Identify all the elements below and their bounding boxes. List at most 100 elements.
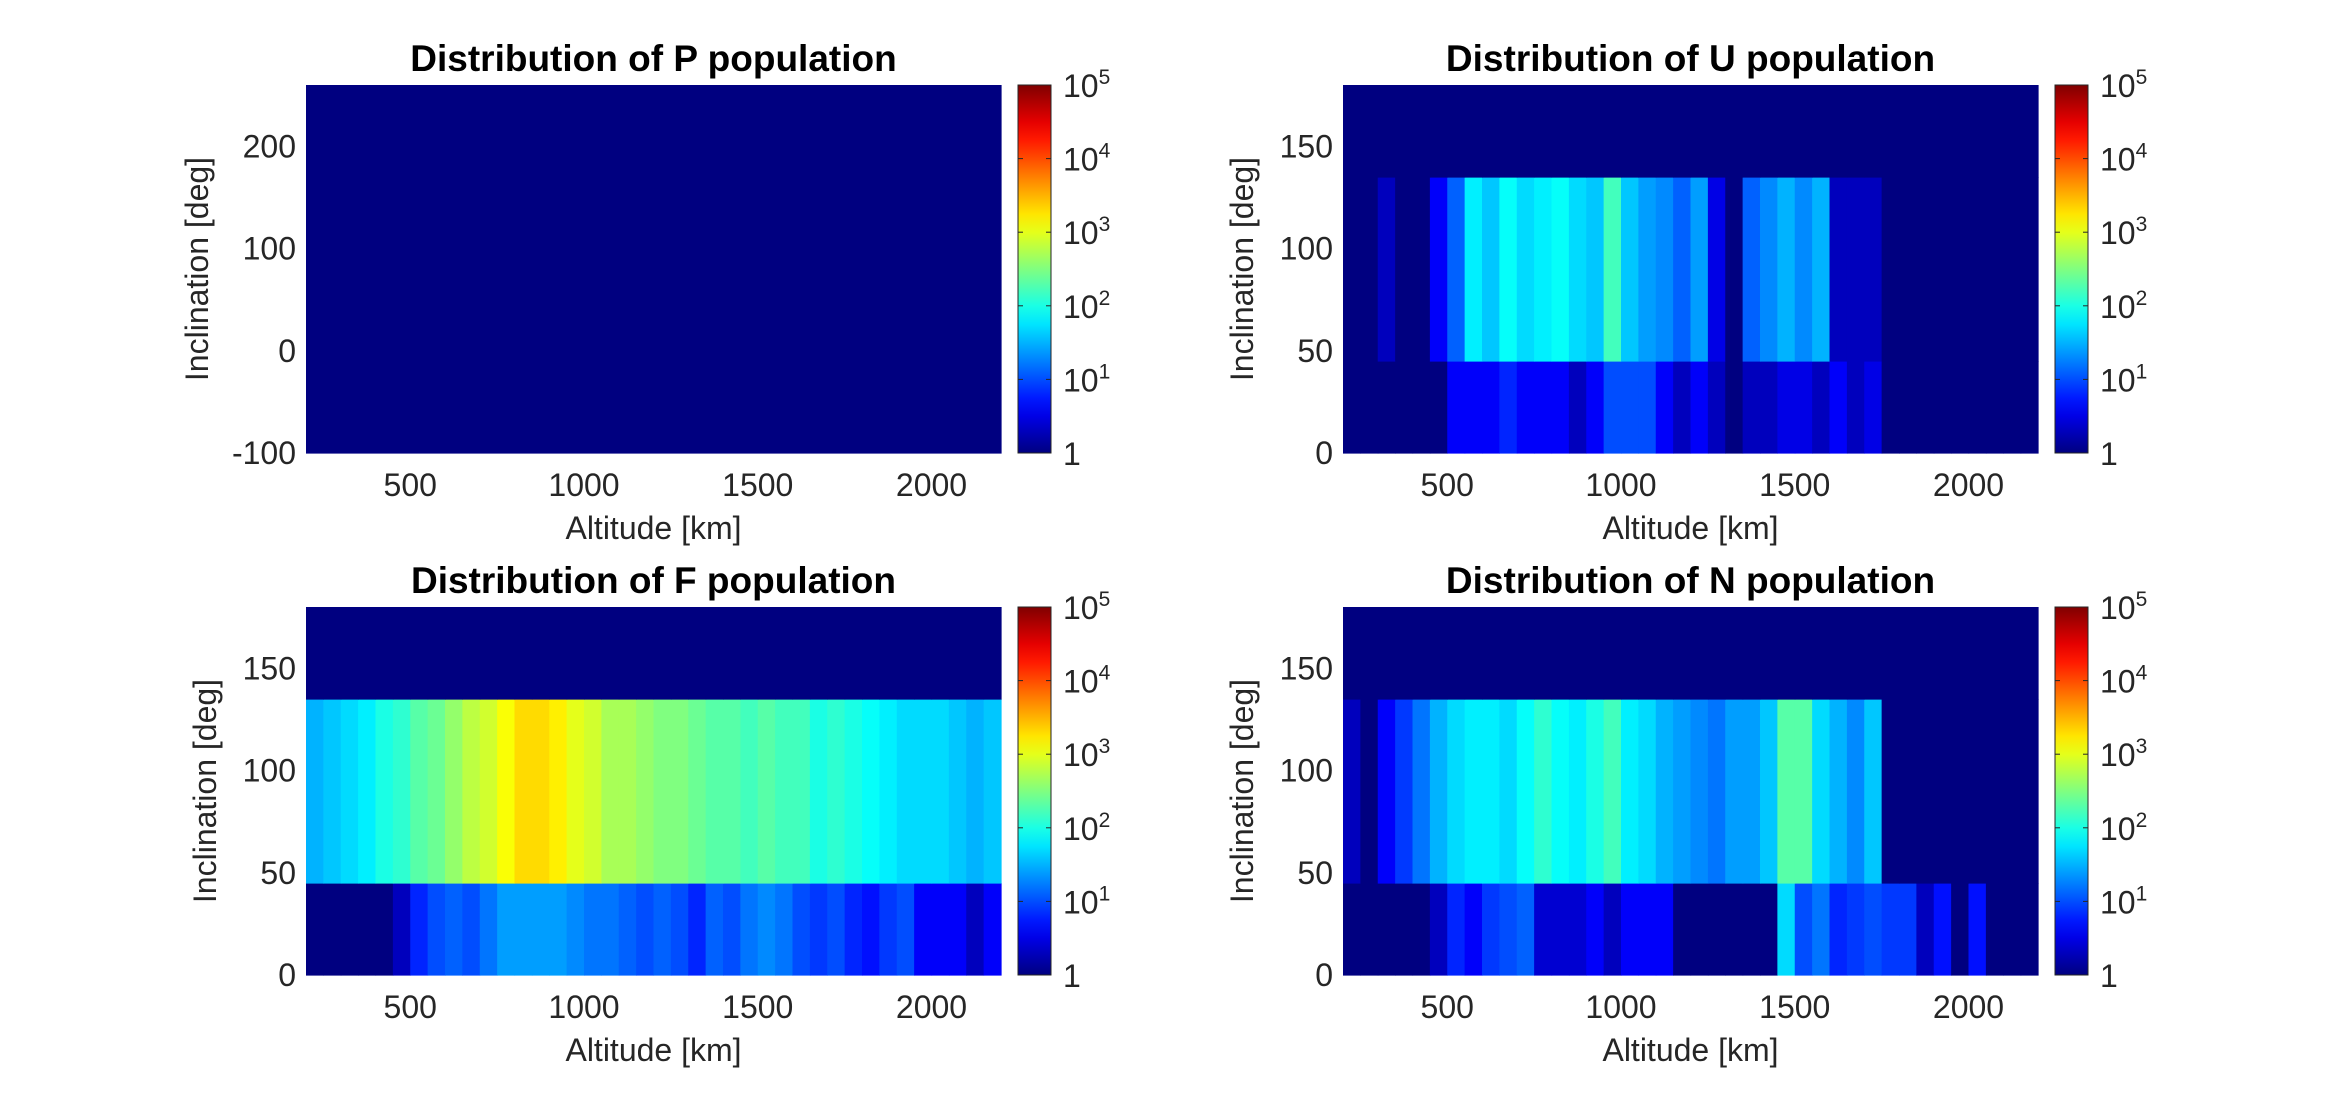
x-tick-label: 2000 [896,989,967,1025]
heatmap-cell [1360,607,1379,700]
heatmap-cell [1343,177,1361,362]
heatmap-cell [705,607,724,700]
heatmap-cell [879,699,898,884]
heatmap-cell [1916,607,1935,700]
heatmap-cell [1864,699,1883,884]
heatmap-cell [584,699,602,884]
heatmap-cell [1985,607,2004,700]
heatmap-cell [1499,361,1518,454]
heatmap-cell [479,699,498,884]
heatmap-cell [1429,883,1448,976]
heatmap-cell [740,607,759,700]
y-tick-label: 100 [1280,753,1333,789]
heatmap-cell [966,883,985,976]
heatmap-cell [1638,699,1657,884]
heatmap-cell [306,85,1002,454]
heatmap-cell [1343,883,1361,976]
colorbar-tick-base: 10 [2100,289,2136,325]
y-tick-label: 150 [1280,650,1333,686]
heatmap-cell [670,883,689,976]
heatmap-cell [306,883,324,976]
heatmap-cell [1846,177,1865,362]
heatmap-cell [445,699,463,884]
colorbar-tick-exponent: 2 [2136,287,2148,310]
colorbar-tick-exponent: 1 [1099,882,1111,905]
heatmap-cell [1429,85,1448,178]
colorbar-gradient [1017,606,1052,976]
heatmap-cell [618,699,637,884]
heatmap-cell [1586,177,1605,362]
heatmap-cell [1499,699,1518,884]
colorbar-tick-label: 103 [2100,213,2147,251]
x-tick-label: 500 [384,989,437,1025]
heatmap-cell [1673,699,1692,884]
heatmap-cell [1551,607,1570,700]
heatmap-cell [705,699,724,884]
heatmap-cell [1464,177,1483,362]
heatmap-cell [844,883,863,976]
heatmap-cell [705,883,724,976]
heatmap-cell [323,607,342,700]
heatmap-cell [1621,883,1639,976]
y-axis-label: Inclination [deg] [187,679,223,903]
colorbar-tick-exponent: 5 [1099,66,1111,89]
heatmap-cell [1742,361,1761,454]
heatmap-cell [1690,699,1709,884]
heatmap-cell [497,607,516,700]
x-tick-label: 2000 [896,467,967,503]
heatmap-cell [809,699,828,884]
colorbar-tick-label: 102 [1063,287,1110,325]
heatmap-cell [2020,607,2039,700]
heatmap-cell [1829,177,1848,362]
heatmap-cell [340,607,359,700]
heatmap-cell [1916,177,1935,362]
heatmap-cell [1864,883,1883,976]
colorbar-tick-exponent: 4 [1099,662,1111,685]
heatmap-cell [1760,607,1778,700]
heatmap-cell [1707,85,1726,178]
heatmap-cell [1568,361,1587,454]
heatmap-cell [1933,607,1952,700]
heatmap-cell [601,607,620,700]
heatmap-cell [688,607,707,700]
heatmap-cell [1360,361,1379,454]
colorbar-tick-exponent: 3 [1099,213,1111,236]
colorbar-tick-exponent: 2 [2136,809,2148,832]
chart-title: Distribution of P population [410,38,896,79]
heatmap-cell [1673,85,1692,178]
heatmap-cell [1395,361,1414,454]
heatmap-cell [1499,883,1518,976]
heatmap-cell [1933,177,1952,362]
heatmap-cell [931,699,950,884]
heatmap-cells [306,85,1002,454]
heatmap-cell [1603,85,1622,178]
heatmap-cell [1794,85,1813,178]
heatmap-cell [497,883,516,976]
heatmap-cell [1516,883,1535,976]
colorbar-tick-label: 104 [2100,140,2148,178]
heatmap-cell [1742,85,1761,178]
heatmap-cell [896,699,915,884]
heatmap-cell [1447,85,1466,178]
heatmap-cell [670,699,689,884]
colorbar-tick-exponent: 4 [2136,140,2148,163]
heatmap-cell [1846,699,1865,884]
heatmap-cell [1568,699,1587,884]
heatmap-cell [723,883,741,976]
heatmap-cell [1951,177,1970,362]
colorbar-tick-base: 10 [1063,664,1099,700]
heatmap-cell [1725,883,1744,976]
heatmap-cell [1429,361,1448,454]
colorbar-tick-base: 10 [2100,215,2136,251]
heatmap-cell [1777,361,1796,454]
heatmap-cell [1534,361,1553,454]
y-tick-label: 100 [1280,231,1333,267]
heatmap-cell [1638,607,1657,700]
heatmap-cell [618,883,637,976]
heatmap-cell [549,883,568,976]
heatmap-cell [1655,85,1674,178]
heatmap-cell [1707,177,1726,362]
heatmap-cell [862,883,880,976]
heatmap-cells [1343,607,2039,976]
